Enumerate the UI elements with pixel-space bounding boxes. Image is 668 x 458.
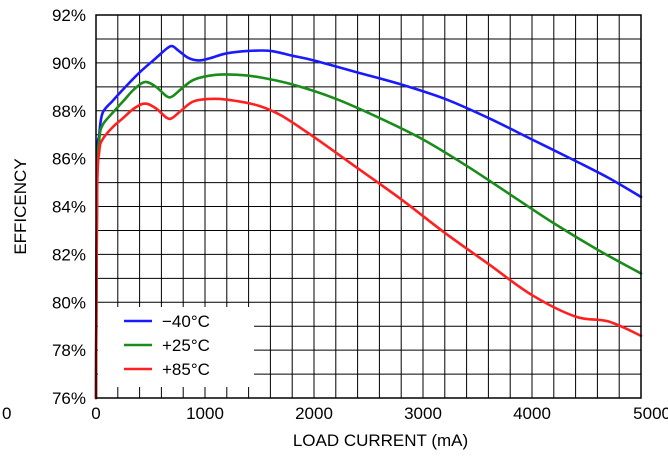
x-tick-label: 2000 [295,404,333,423]
y-tick-label: 78% [52,341,86,360]
series-line-0 [94,44,643,400]
legend-label: +85°C [162,360,210,379]
legend-label: −40°C [162,312,210,331]
y-tick-label: 86% [52,150,86,169]
x-origin-extra-label: 0 [2,404,11,423]
series-layer [94,44,643,400]
x-axis-label: LOAD CURRENT (mA) [293,431,468,450]
x-tick-label: 3000 [404,404,442,423]
y-tick-label: 80% [52,293,86,312]
chart-grid [96,15,641,398]
x-tick-labels: 0 1000 2000 3000 4000 5000 [91,404,668,423]
y-tick-label: 90% [52,54,86,73]
y-tick-label: 92% [52,6,86,25]
y-axis-label: EFFICENCY [11,158,30,254]
y-tick-label: 88% [52,102,86,121]
x-tick-label: 4000 [513,404,551,423]
x-tick-label: 1000 [186,404,224,423]
legend-label: +25°C [162,336,210,355]
y-tick-label: 84% [52,198,86,217]
series-line-2 [94,97,643,400]
y-tick-label: 82% [52,245,86,264]
x-tick-label: 5000 [633,404,668,423]
plot-area [95,14,642,399]
y-tick-labels: 76% 78% 80% 82% 84% 86% 88% 90% 92% [52,6,86,408]
x-tick-label: 0 [91,404,100,423]
y-tick-label: 76% [52,389,86,408]
series-line-1 [94,73,643,400]
legend: −40°C +25°C +85°C [98,307,254,387]
